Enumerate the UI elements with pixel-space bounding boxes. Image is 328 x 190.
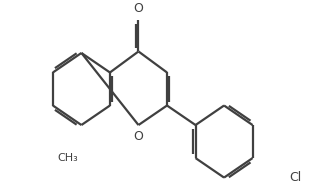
- Text: CH₃: CH₃: [58, 153, 78, 163]
- Text: O: O: [133, 2, 143, 14]
- Text: Cl: Cl: [290, 171, 302, 184]
- Text: O: O: [133, 131, 143, 143]
